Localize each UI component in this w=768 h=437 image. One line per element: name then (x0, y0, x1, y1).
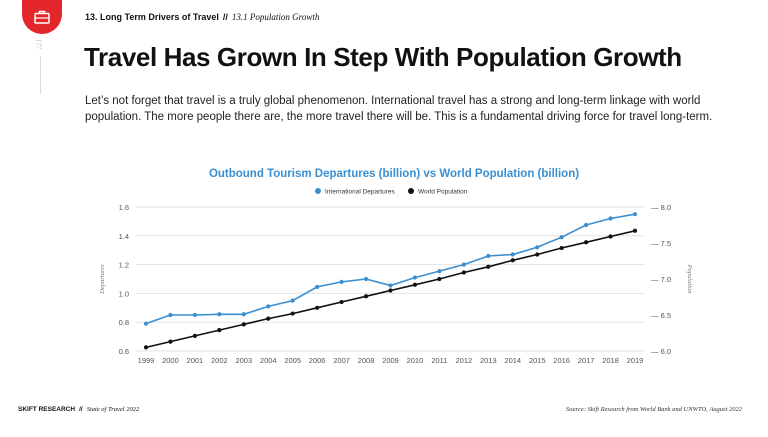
data-point-0 (608, 216, 613, 221)
data-point-0 (486, 253, 491, 259)
side-divider (40, 56, 41, 94)
data-point-0 (168, 312, 173, 318)
source-note: Source: Skift Research from World Bank a… (565, 406, 742, 413)
data-point-0 (535, 245, 540, 250)
data-point-0 (241, 312, 246, 317)
data-point-0 (315, 284, 320, 290)
data-point-0 (363, 276, 369, 282)
data-point-1 (412, 282, 418, 287)
y-tick-left: 0.6 (119, 347, 129, 356)
page-title: Travel Has Grown In Step With Population… (84, 42, 682, 72)
legend-label-1: World Population (418, 189, 468, 196)
data-point-1 (608, 234, 613, 239)
y-axis-label-right: Population (686, 264, 693, 294)
briefcase-badge (22, 0, 62, 34)
y-tick-right: — 7.0 (651, 275, 671, 284)
data-point-1 (315, 305, 320, 310)
data-point-1 (461, 270, 466, 275)
x-tick: 2010 (407, 356, 424, 365)
data-point-1 (192, 333, 197, 338)
intro-paragraph: Let’s not forget that travel is a truly … (85, 95, 713, 123)
data-point-0 (217, 312, 222, 317)
x-tick: 2009 (382, 356, 399, 365)
x-tick: 2006 (309, 356, 326, 365)
y-axis-label-left: Departures (99, 264, 106, 295)
data-point-1 (584, 240, 589, 245)
data-point-1 (266, 316, 271, 321)
briefcase-icon (34, 10, 50, 24)
y-tick-left: 1.2 (119, 261, 129, 270)
data-point-0 (559, 235, 564, 240)
x-tick: 2017 (578, 356, 595, 365)
x-tick: 2016 (553, 356, 570, 365)
x-tick: 2005 (284, 356, 301, 365)
data-point-1 (632, 228, 638, 233)
data-point-0 (437, 268, 442, 274)
publication-name: State of Travel 2022 (86, 406, 140, 413)
x-tick: 2007 (333, 356, 350, 365)
x-tick: 2011 (431, 356, 447, 365)
section-title: 13.1 Population Growth (231, 12, 320, 22)
x-tick: 2015 (529, 356, 546, 365)
data-point-1 (217, 328, 222, 333)
x-tick: 2001 (187, 356, 204, 365)
x-tick: 2013 (480, 356, 497, 365)
data-point-1 (339, 299, 344, 305)
chapter-title: 13. Long Term Drivers of Travel (85, 12, 219, 22)
data-point-1 (388, 288, 393, 293)
data-point-0 (584, 222, 589, 228)
data-point-1 (168, 339, 173, 344)
x-tick: 2012 (456, 356, 473, 365)
footer-brand: SKIFT RESEARCH // State of Travel 2022 (18, 406, 139, 413)
data-point-0 (290, 298, 295, 303)
y-tick-right: — 6.0 (651, 347, 671, 356)
x-tick: 2002 (211, 356, 228, 365)
data-point-0 (143, 321, 149, 326)
data-point-1 (535, 252, 540, 257)
y-tick-left: 1.4 (119, 232, 129, 241)
data-point-1 (143, 345, 149, 350)
x-tick: 2008 (358, 356, 375, 365)
x-tick: 2014 (504, 356, 521, 365)
legend-marker-0 (315, 188, 321, 194)
data-point-1 (363, 294, 369, 299)
data-point-0 (388, 283, 393, 288)
legend-marker-1 (408, 188, 414, 194)
data-point-0 (412, 275, 418, 280)
series-line-0 (145, 213, 636, 325)
data-point-0 (192, 312, 197, 318)
y-tick-left: 1.6 (119, 203, 129, 212)
legend-label-0: International Departures (325, 189, 395, 196)
data-point-1 (559, 245, 564, 251)
chart-title: Outbound Tourism Departures (billion) vs… (209, 168, 579, 180)
data-point-1 (290, 311, 295, 316)
x-tick: 2003 (235, 356, 252, 365)
x-tick: 2019 (627, 356, 644, 365)
x-tick: 2000 (162, 356, 179, 365)
x-tick: 2004 (260, 356, 277, 365)
data-point-1 (510, 258, 515, 263)
breadcrumb-separator: // (222, 12, 228, 22)
data-point-0 (632, 212, 638, 217)
data-point-1 (241, 322, 246, 327)
x-tick: 2018 (602, 356, 619, 365)
data-point-1 (486, 264, 491, 269)
y-tick-right: — 7.5 (651, 239, 671, 248)
data-point-0 (266, 304, 271, 309)
footer-separator: // (79, 406, 83, 413)
data-point-1 (437, 276, 442, 282)
y-tick-left: 1.0 (119, 289, 129, 298)
y-tick-right: — 6.5 (651, 311, 671, 320)
y-tick-right: — 8.0 (651, 203, 671, 212)
brand-name: SKIFT RESEARCH (18, 406, 76, 413)
data-point-0 (339, 279, 344, 284)
data-point-0 (461, 262, 466, 267)
x-tick: 1999 (138, 356, 155, 365)
data-point-0 (510, 252, 515, 257)
breadcrumb: 13. Long Term Drivers of Travel // 13.1 … (85, 12, 319, 22)
y-tick-left: 0.8 (119, 318, 129, 327)
